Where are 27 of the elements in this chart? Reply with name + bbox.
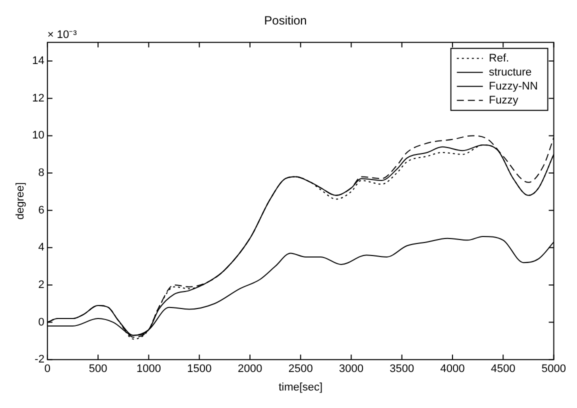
x-tick-label: 2000 (238, 363, 262, 376)
legend-label: Fuzzy (488, 94, 519, 106)
x-tick-label: 3500 (390, 363, 414, 376)
chart-title: Position (264, 14, 307, 28)
y-tick-label: 6 (38, 204, 44, 216)
y-tick-label: 0 (38, 316, 44, 328)
x-tick-label: 3000 (338, 363, 364, 376)
x-tick-label: 500 (88, 363, 108, 376)
y-tick-label: 2 (38, 278, 44, 291)
text: × 10⁻³ (47, 28, 78, 41)
x-tick-label: 4000 (440, 363, 465, 376)
x-tick-label: 5000 (542, 363, 566, 376)
x-tick-label: 1500 (187, 363, 212, 376)
y-tick-label: -2 (34, 354, 44, 366)
y-tick-label: 12 (32, 92, 44, 104)
legend-label: structure (488, 66, 532, 78)
legend-label: Fuzzy-NN (488, 80, 538, 92)
y-tick-label: 8 (38, 167, 44, 180)
y-axis-title: degree] (14, 182, 27, 220)
x-tick-label: 1000 (136, 363, 161, 376)
y-tick-label: 4 (38, 242, 44, 254)
legend-label: Ref. (488, 52, 510, 64)
x-tick-label: 4500 (490, 363, 516, 376)
x-tick-label: 2500 (288, 363, 313, 376)
x-axis-title: time[sec] (278, 381, 323, 394)
y-tick-label: 10 (32, 130, 44, 142)
y-tick-label: 14 (32, 55, 44, 68)
